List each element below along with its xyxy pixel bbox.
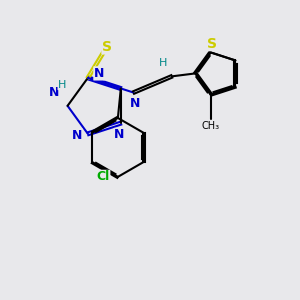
- Text: Cl: Cl: [97, 170, 110, 183]
- Text: N: N: [130, 97, 140, 110]
- Text: N: N: [71, 129, 82, 142]
- Text: N: N: [49, 86, 59, 99]
- Text: H: H: [159, 58, 167, 68]
- Text: N: N: [94, 67, 104, 80]
- Text: CH₃: CH₃: [202, 121, 220, 131]
- Text: N: N: [114, 128, 124, 141]
- Text: S: S: [207, 37, 217, 51]
- Text: H: H: [58, 80, 66, 90]
- Text: S: S: [102, 40, 112, 54]
